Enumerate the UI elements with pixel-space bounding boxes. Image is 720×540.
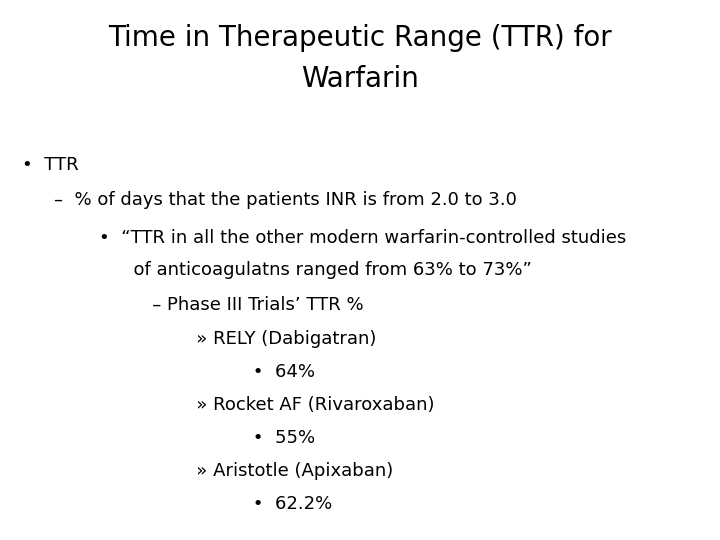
Text: » Aristotle (Apixaban): » Aristotle (Apixaban)	[133, 462, 393, 480]
Text: – Phase III Trials’ TTR %: – Phase III Trials’ TTR %	[112, 296, 363, 314]
Text: •  62.2%: • 62.2%	[155, 495, 332, 513]
Text: » RELY (Dabigatran): » RELY (Dabigatran)	[133, 329, 377, 348]
Text: •  TTR: • TTR	[22, 156, 78, 174]
Text: of anticoagulatns ranged from 63% to 73%”: of anticoagulatns ranged from 63% to 73%…	[76, 261, 531, 279]
Text: Warfarin: Warfarin	[301, 65, 419, 93]
Text: –  % of days that the patients INR is from 2.0 to 3.0: – % of days that the patients INR is fro…	[54, 191, 517, 209]
Text: •  55%: • 55%	[155, 429, 315, 447]
Text: •  “TTR in all the other modern warfarin-controlled studies: • “TTR in all the other modern warfarin-…	[76, 228, 626, 247]
Text: » Rocket AF (Rivaroxaban): » Rocket AF (Rivaroxaban)	[133, 396, 435, 414]
Text: •  64%: • 64%	[155, 362, 315, 381]
Text: Time in Therapeutic Range (TTR) for: Time in Therapeutic Range (TTR) for	[108, 24, 612, 52]
